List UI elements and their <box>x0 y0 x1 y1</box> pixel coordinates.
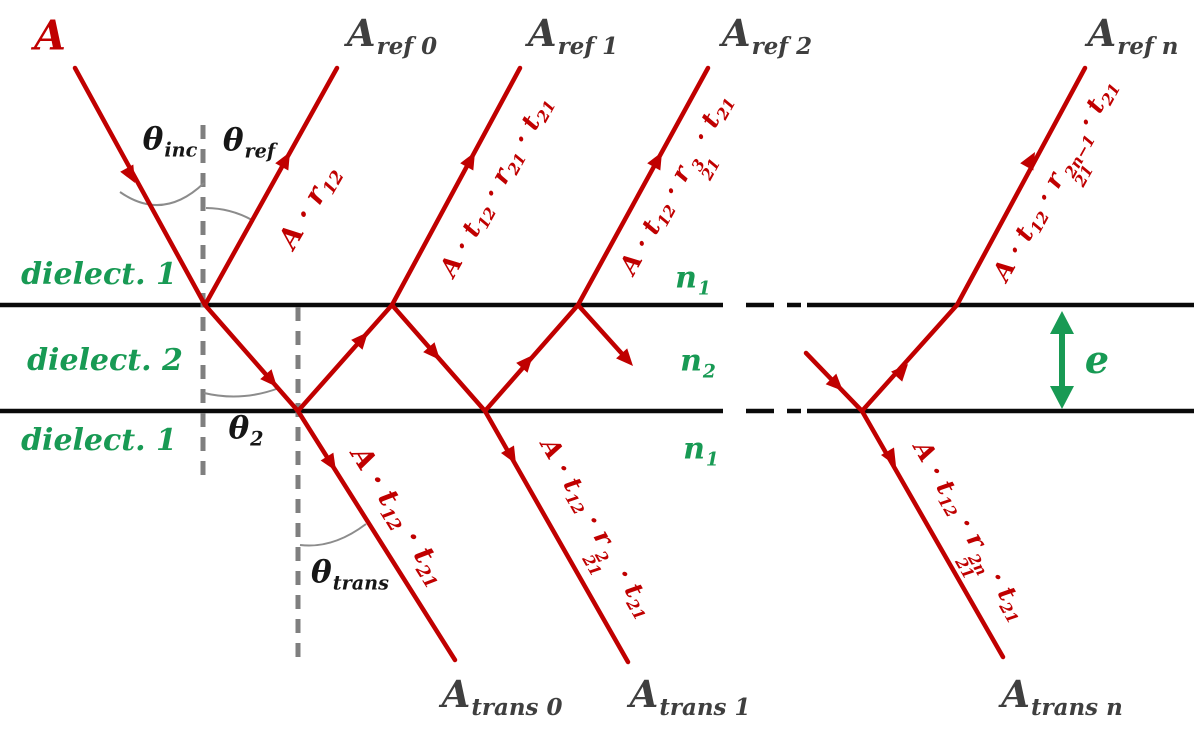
reflected-ray-2 <box>575 65 711 308</box>
refracted-ray-down-1 <box>202 302 301 414</box>
internal-ray-up-n <box>859 302 960 414</box>
reflected-beam-label-0: Aref 0 <box>346 11 438 61</box>
continuation-stub-arrowhead <box>616 348 633 366</box>
theta-2-label: θ2 <box>228 410 264 451</box>
reflected-beam-label-1: Aref 1 <box>527 11 619 61</box>
dielectric-1-bottom-label: dielect. 1 <box>21 423 177 458</box>
theta-2-arc <box>203 387 280 398</box>
theta-inc-arc <box>119 182 205 207</box>
reflected-beam-label-n: Aref n <box>1087 11 1179 61</box>
theta-inc-label: θinc <box>142 121 198 162</box>
thickness-e-label: e <box>1084 337 1110 382</box>
transmitted-ray-n <box>859 408 1006 660</box>
reflected-ray-0-arrowhead <box>275 152 290 171</box>
reflected-ray-2-arrowhead <box>647 152 662 171</box>
internal-ray-up-2-arrowhead <box>516 355 533 373</box>
incident-beam-label: A <box>34 11 66 60</box>
reflected-ray-n-arrowhead <box>1020 152 1035 171</box>
theta-ref-arc <box>205 207 253 221</box>
reflected-ray-n <box>954 65 1088 308</box>
internal-ray-continuation-stub <box>575 302 627 359</box>
refractive-index-n1-top-label: n1 <box>675 260 711 299</box>
transmitted-ray-0-arrowhead <box>320 452 336 471</box>
transmitted-ray-1-arrowhead <box>501 445 516 464</box>
dielectric-2-label: dielect. 2 <box>27 343 183 378</box>
incoming-ray-n-arrowhead <box>825 373 843 391</box>
transmitted-beam-label-n: Atrans n <box>1001 672 1123 722</box>
refractive-index-n2-label: n2 <box>680 343 716 382</box>
thickness-arrow-up-head <box>1050 311 1074 334</box>
transmitted-ray-n-arrowhead <box>881 447 896 466</box>
refracted-ray-arrowhead <box>260 369 277 387</box>
theta-trans-arc <box>299 523 367 547</box>
theta-ref-label: θref <box>222 122 276 163</box>
reflected-ray-1 <box>389 65 523 308</box>
internal-ray-up-n-arrowhead <box>891 364 908 382</box>
dielectric-1-top-label: dielect. 1 <box>21 257 177 292</box>
theta-trans-label: θtrans <box>311 554 389 595</box>
transmitted-ray-0 <box>295 408 458 663</box>
internal-ray-up-1 <box>295 302 395 414</box>
thickness-arrow-down-head <box>1050 386 1074 409</box>
transmitted-beam-label-0: Atrans 0 <box>441 672 563 722</box>
reflected-ray-1-arrowhead <box>460 152 475 171</box>
reflected-ray-0 <box>202 65 340 308</box>
incident-ray-arrowhead <box>120 164 135 183</box>
incident-ray <box>72 65 208 308</box>
transmitted-beam-label-1: Atrans 1 <box>629 672 751 722</box>
internal-ray-down-2-arrowhead <box>423 342 440 360</box>
internal-ray-up-1-arrowhead <box>351 332 368 350</box>
refractive-index-n1-bottom-label: n1 <box>683 431 719 470</box>
reflected-beam-label-2: Aref 2 <box>721 11 813 61</box>
